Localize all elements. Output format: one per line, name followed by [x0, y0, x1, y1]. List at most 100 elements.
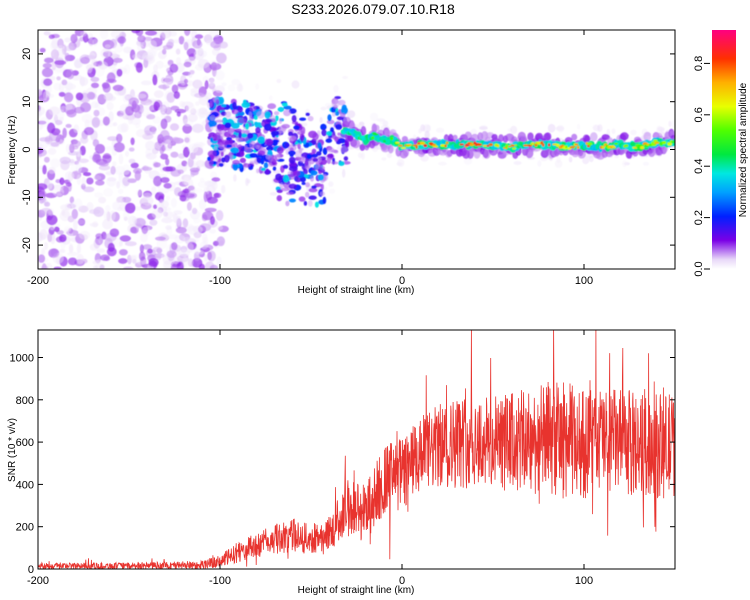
spectrogram-blob	[149, 219, 158, 226]
spectrogram-blob	[142, 244, 153, 250]
spectrogram-blob	[395, 141, 400, 144]
spectrogram-blob	[92, 38, 98, 46]
spectrogram-blob	[264, 111, 271, 119]
spectrogram-blob	[41, 265, 49, 269]
spectrogram-blob	[373, 124, 380, 132]
spectrogram-blob	[214, 132, 221, 141]
spectrogram-blob	[92, 139, 100, 147]
spectrogram-blob	[162, 216, 172, 223]
spectrogram-blob	[78, 158, 89, 164]
spectrogram-blob	[117, 188, 124, 195]
spectrogram-blob	[164, 139, 172, 151]
spectrogram-blob	[440, 144, 446, 147]
spectrogram-blob	[433, 145, 438, 148]
spectrogram-blob	[214, 192, 222, 199]
spectrogram-blob	[47, 122, 56, 134]
spectrogram-blob	[308, 188, 318, 193]
spectrogram-blob	[582, 157, 590, 165]
spectrogram-blob	[510, 144, 515, 147]
spectrogram-blob	[38, 106, 45, 116]
spectrogram-blob	[194, 245, 201, 255]
spectrogram-blob	[514, 144, 517, 147]
spectrogram-blob	[79, 230, 91, 240]
spectrogram-blob	[135, 189, 143, 197]
spectrogram-blob	[65, 143, 71, 153]
spectrogram-blob	[155, 60, 164, 69]
colorbar: 0.0 0.2 0.4 0.6 0.8 Normalized spectral ampl…	[693, 30, 749, 277]
spectrogram-blob	[123, 266, 134, 269]
spectrogram-blob	[141, 166, 153, 171]
spectrogram-blob	[106, 101, 114, 111]
colorbar-tick-label: 0.4	[693, 159, 705, 174]
spectrogram-blob	[423, 144, 428, 148]
spectrogram-blob	[89, 209, 101, 215]
spectrogram-blob	[346, 110, 356, 118]
spectrogram-blob	[383, 139, 386, 143]
spectrogram-blob	[171, 84, 179, 94]
spectrogram-blob	[50, 158, 60, 169]
spectrogram-blob	[209, 228, 217, 234]
spectrogram-blob	[211, 48, 220, 56]
spectrogram-blob	[233, 174, 237, 182]
snr-series-line	[38, 330, 675, 569]
spectrogram-blob	[102, 218, 113, 230]
spectrogram-blob	[124, 241, 137, 247]
spectrogram-blob	[53, 69, 62, 75]
spectrogram-blob	[325, 138, 333, 143]
spectrogram-blob	[112, 84, 124, 92]
spectrogram-blob	[312, 157, 319, 162]
spectrogram-blob	[130, 117, 141, 125]
spectrogram-blob	[86, 63, 93, 74]
spectrogram-blob	[280, 187, 290, 192]
spectrogram-blob	[231, 122, 240, 129]
spectrogram-blob	[298, 196, 306, 202]
spectrogram-blob	[203, 191, 208, 203]
spectrogram-blob	[215, 210, 224, 221]
spectrogram-blob	[107, 177, 117, 182]
spectrogram-blob	[97, 60, 103, 66]
spectrogram-blob	[386, 153, 393, 159]
spectrogram-blob	[221, 184, 226, 194]
spectrogram-blob	[531, 142, 535, 145]
colorbar-tick-label: 0.6	[693, 107, 705, 122]
spectrogram-blob	[632, 146, 638, 149]
spectrogram-blob	[209, 99, 213, 108]
spectrogram-blob	[191, 207, 198, 215]
spectrogram-blob	[90, 101, 99, 109]
spectrogram-blob	[512, 147, 516, 150]
spectrogram-blob	[102, 83, 111, 93]
spectrogram-blob	[276, 78, 282, 84]
spectrogram-blob	[61, 79, 68, 86]
spectrogram-blob	[260, 167, 266, 171]
spectrogram-blob	[152, 74, 158, 86]
spectrogram-blob	[48, 34, 55, 39]
spectrogram-blob	[537, 160, 542, 167]
spectrogram-blob	[182, 218, 189, 228]
spectrogram-blob	[306, 153, 313, 160]
spectrogram-blob	[59, 234, 67, 243]
snr-panel: -200 -100 0 100 0 200 400 600 800 1000 Height of…	[7, 329, 676, 596]
spectrogram-blob	[184, 134, 192, 145]
spectrogram-blob	[498, 134, 504, 143]
spectrogram-blob	[187, 258, 194, 267]
spectrogram-blob	[151, 209, 163, 219]
spectrogram-blob	[147, 49, 156, 59]
spectrogram-blob	[216, 236, 225, 247]
snr-y-tick-label: 600	[16, 437, 34, 449]
spectrogram-blob	[341, 104, 347, 111]
spectrogram-blob	[39, 117, 50, 127]
spectrogram-blob	[75, 92, 84, 101]
spectrogram-blob	[320, 106, 327, 111]
spectrogram-blob	[178, 35, 185, 45]
spectrogram-blob	[220, 151, 224, 157]
snr-y-tick-label: 0	[28, 564, 34, 576]
spectrogram-blob	[286, 191, 294, 195]
spectrogram-blob	[88, 38, 94, 47]
spectrogram-y-tick-label: 0	[21, 146, 33, 152]
spectrogram-blob	[322, 196, 327, 204]
spectrogram-blob	[264, 123, 272, 131]
spectrogram-blob	[398, 144, 403, 147]
spectrogram-blob	[46, 181, 53, 190]
spectrogram-blob	[435, 127, 445, 133]
